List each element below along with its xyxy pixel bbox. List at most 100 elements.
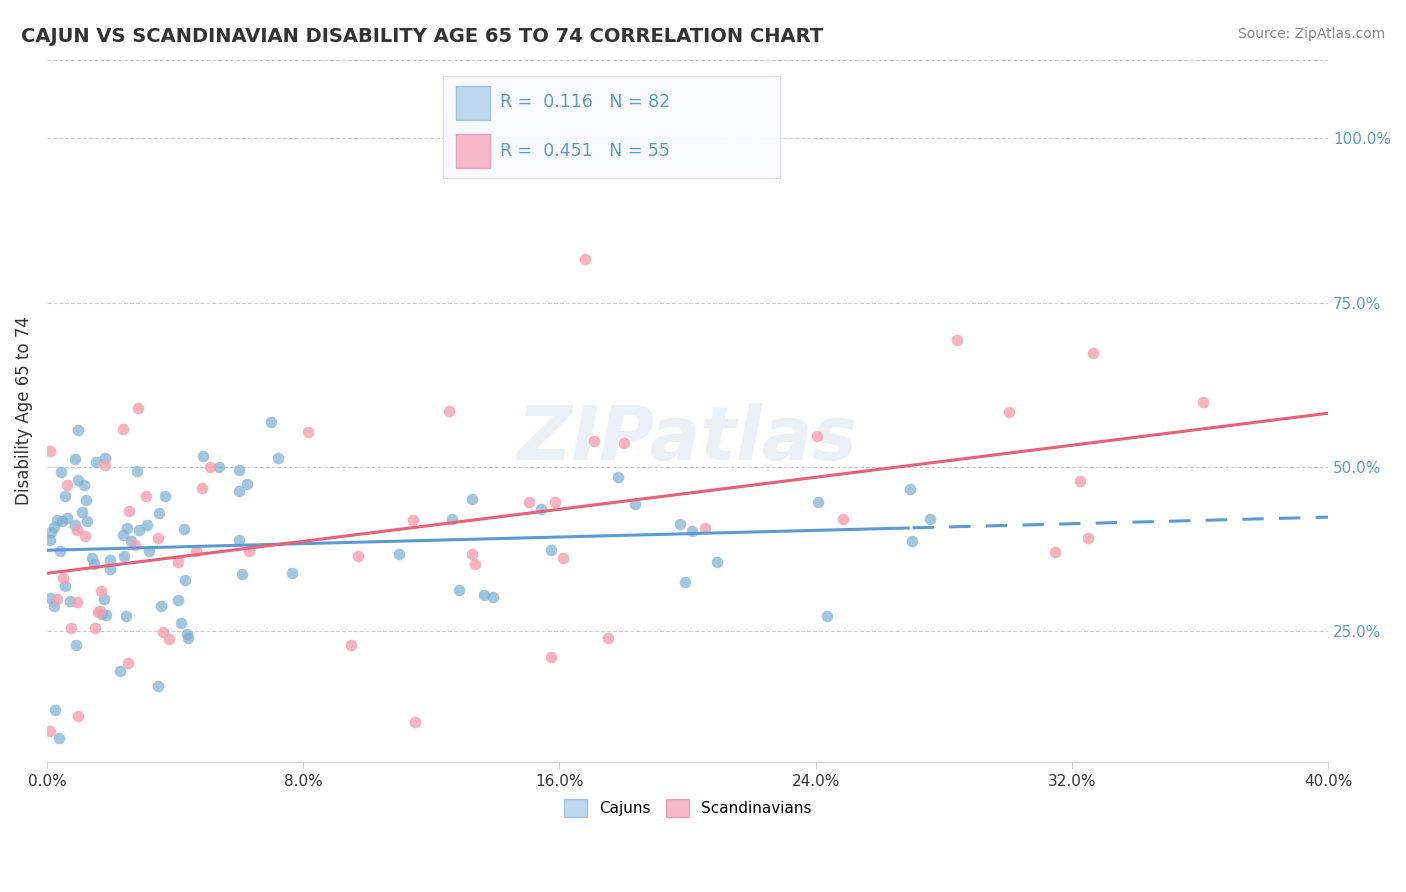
Point [75, 493, 97, 508]
Point [135, 489, 157, 503]
Point [94, 607, 117, 622]
Point [82, 550, 104, 565]
Point [1081, 346, 1104, 360]
Point [693, 521, 716, 535]
Point [170, 615, 193, 630]
Point [66, 595, 89, 609]
Point [898, 482, 921, 496]
Point [51, 465, 73, 479]
Point [806, 429, 828, 443]
Point [148, 507, 170, 521]
Point [297, 425, 319, 439]
Point [128, 523, 150, 537]
Point [464, 558, 486, 572]
Point [111, 528, 134, 542]
Text: Source: ZipAtlas.com: Source: ZipAtlas.com [1237, 27, 1385, 41]
Point [56, 511, 79, 525]
Point [402, 513, 425, 527]
Point [39, 444, 62, 458]
Point [91, 607, 114, 621]
Y-axis label: Disability Age 65 to 74: Disability Age 65 to 74 [15, 317, 32, 506]
Point [1069, 474, 1091, 488]
Point [198, 459, 221, 474]
Point [681, 524, 703, 538]
Point [94, 458, 117, 473]
Point [544, 495, 567, 509]
Point [998, 405, 1021, 419]
Point [39, 533, 62, 547]
Point [815, 609, 838, 624]
Point [66, 423, 89, 437]
Text: ZIPatlas: ZIPatlas [517, 402, 858, 475]
Point [114, 608, 136, 623]
Point [1192, 395, 1215, 409]
Point [152, 624, 174, 639]
FancyBboxPatch shape [457, 87, 491, 120]
Point [583, 434, 606, 449]
Point [73, 529, 96, 543]
Point [900, 533, 922, 548]
Point [461, 547, 484, 561]
Point [404, 715, 426, 730]
Point [53, 489, 76, 503]
Point [807, 495, 830, 509]
Point [93, 451, 115, 466]
Point [125, 464, 148, 478]
Point [267, 450, 290, 465]
Point [613, 435, 636, 450]
Point [46, 591, 69, 606]
Point [65, 638, 87, 652]
Point [673, 574, 696, 589]
Point [112, 422, 135, 436]
Point [44, 520, 66, 534]
Legend: Cajuns, Scandinavians: Cajuns, Scandinavians [557, 791, 818, 825]
Point [56, 478, 79, 492]
Point [461, 491, 484, 506]
Point [191, 481, 214, 495]
Point [238, 544, 260, 558]
Point [83, 621, 105, 635]
Point [59, 594, 82, 608]
Point [53, 579, 76, 593]
Point [73, 477, 96, 491]
Point [118, 504, 141, 518]
Point [1043, 545, 1066, 559]
Point [124, 538, 146, 552]
Point [84, 455, 107, 469]
Point [553, 550, 575, 565]
Point [191, 450, 214, 464]
Point [228, 484, 250, 499]
Point [66, 523, 89, 537]
Text: R =  0.451   N = 55: R = 0.451 N = 55 [501, 142, 671, 160]
Point [146, 531, 169, 545]
Point [540, 543, 562, 558]
Point [540, 649, 562, 664]
Point [208, 459, 231, 474]
Point [87, 605, 110, 619]
Point [70, 505, 93, 519]
Point [153, 489, 176, 503]
Point [39, 524, 62, 539]
Point [228, 462, 250, 476]
Point [706, 555, 728, 569]
Point [110, 664, 132, 678]
Point [347, 549, 370, 563]
Point [167, 592, 190, 607]
Point [607, 470, 630, 484]
Point [120, 534, 142, 549]
Point [624, 497, 647, 511]
Point [439, 404, 461, 418]
Point [127, 401, 149, 415]
Point [45, 513, 67, 527]
Point [39, 591, 62, 605]
Point [474, 589, 496, 603]
Point [89, 604, 111, 618]
Text: R =  0.116   N = 82: R = 0.116 N = 82 [501, 94, 671, 112]
Point [946, 333, 969, 347]
Point [138, 544, 160, 558]
Point [177, 632, 200, 646]
Point [48, 731, 70, 746]
Point [98, 552, 121, 566]
Point [519, 495, 541, 509]
Point [66, 708, 89, 723]
